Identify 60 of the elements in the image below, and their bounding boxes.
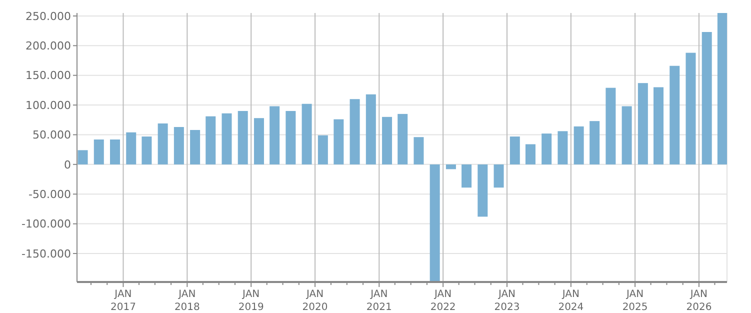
bar <box>206 116 216 164</box>
bar <box>318 135 328 164</box>
bar <box>462 164 472 188</box>
y-tick-label: -50.000 <box>28 188 71 201</box>
y-tick-label: 150.000 <box>26 69 71 82</box>
bar <box>126 132 136 164</box>
x-tick-label: JAN 2024 <box>558 289 584 313</box>
bar <box>270 106 280 164</box>
y-tick-label: 250.000 <box>26 10 71 23</box>
y-tick-label: -150.000 <box>22 247 71 260</box>
bar <box>686 52 696 164</box>
bar <box>654 87 664 164</box>
y-tick-label: 100.000 <box>26 98 71 112</box>
x-tick-label: JAN 2023 <box>494 289 520 313</box>
bar <box>525 144 536 164</box>
bar <box>446 164 456 170</box>
bar <box>254 118 264 164</box>
bar <box>366 94 376 164</box>
bar <box>430 164 440 282</box>
x-tick-label: JAN 2020 <box>302 289 328 313</box>
bar <box>414 137 424 164</box>
y-tick-label: -100.000 <box>22 218 71 231</box>
bar <box>302 104 312 164</box>
bar <box>382 116 392 164</box>
y-tick-label: 50.000 <box>32 128 71 142</box>
bar <box>558 131 568 164</box>
bar <box>174 127 184 164</box>
bar <box>398 114 408 164</box>
bar <box>510 136 520 164</box>
bar <box>94 139 104 164</box>
bar <box>110 139 120 164</box>
bar <box>494 164 504 188</box>
bar <box>542 134 552 164</box>
x-tick-label: JAN 2021 <box>366 289 392 313</box>
x-tick-label: JAN 2026 <box>686 289 712 313</box>
bar <box>334 119 344 164</box>
x-tick-label: JAN 2022 <box>430 289 456 313</box>
bar <box>622 106 632 164</box>
y-tick-label: 200.000 <box>26 40 71 53</box>
bar <box>702 32 712 164</box>
x-tick-label: JAN 2018 <box>174 289 200 313</box>
bar <box>638 83 648 164</box>
bar <box>590 121 600 164</box>
bar <box>350 99 360 164</box>
bar <box>158 123 168 164</box>
bar <box>222 113 232 164</box>
bar <box>717 13 727 164</box>
bar <box>286 110 296 164</box>
bar <box>190 130 200 164</box>
x-tick-label: JAN 2017 <box>110 289 136 313</box>
bar <box>606 88 616 164</box>
bar <box>574 126 584 164</box>
bar <box>142 136 152 164</box>
bar <box>670 66 680 164</box>
x-tick-label: JAN 2019 <box>238 289 264 313</box>
bar <box>238 110 248 164</box>
y-tick-label: 0 <box>64 158 71 172</box>
bar <box>478 164 488 217</box>
bar <box>78 150 88 164</box>
x-tick-label: JAN 2025 <box>622 289 648 313</box>
